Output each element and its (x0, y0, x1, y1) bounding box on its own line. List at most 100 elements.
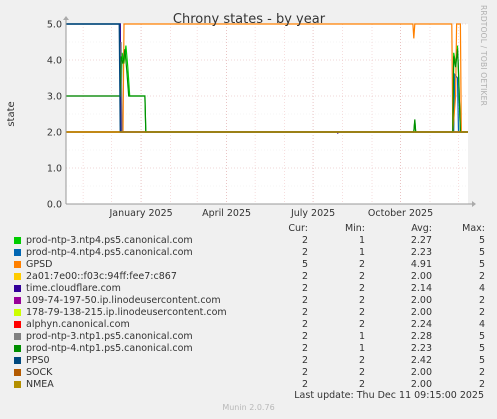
legend-min: 2 (358, 283, 365, 294)
legend-label: SOCK (26, 367, 53, 378)
legend-swatch (14, 357, 21, 364)
legend-cur: 2 (301, 295, 308, 306)
legend-min: 2 (358, 319, 365, 330)
legend-cur: 2 (301, 235, 308, 246)
x-axis-arrow (472, 201, 476, 207)
legend-swatch (14, 285, 21, 292)
x-tick-label: April 2025 (202, 208, 251, 219)
legend-cur: 2 (301, 307, 308, 318)
legend-swatch (14, 237, 21, 244)
legend-avg: 2.00 (410, 271, 432, 282)
legend-min: 2 (358, 379, 365, 390)
legend-min: 2 (358, 367, 365, 378)
legend-avg: 2.23 (410, 343, 432, 354)
legend-cur: 2 (301, 271, 308, 282)
x-tick-label: July 2025 (290, 208, 335, 219)
legend-avg: 2.00 (410, 367, 432, 378)
legend-label: NMEA (26, 379, 54, 390)
legend-avg: 2.00 (410, 307, 432, 318)
y-axis-arrow (63, 16, 69, 20)
legend-row: SOCK 2 2 2.00 2 (14, 367, 485, 379)
legend-swatch (14, 273, 21, 280)
legend-row: PPS0 2 2 2.42 5 (14, 355, 485, 367)
legend-avg: 2.23 (410, 247, 432, 258)
legend-avg: 2.00 (410, 295, 432, 306)
legend-row: GPSD 5 2 4.91 5 (14, 259, 485, 271)
legend-swatch (14, 297, 21, 304)
legend-row: alphyn.canonical.com 2 2 2.24 4 (14, 319, 485, 331)
legend-swatch (14, 321, 21, 328)
legend-avg: 2.24 (410, 319, 432, 330)
legend-cur: 2 (301, 343, 308, 354)
legend-avg: 2.27 (410, 235, 432, 246)
legend-label: prod-ntp-4.ntp1.ps5.canonical.com (26, 343, 193, 354)
legend-avg: 2.28 (410, 331, 432, 342)
legend-min: 1 (358, 235, 365, 246)
legend-row: NMEA 2 2 2.00 2 (14, 379, 485, 391)
legend-max: 5 (478, 331, 485, 342)
legend-min: 1 (358, 343, 365, 354)
legend-label: prod-ntp-3.ntp1.ps5.canonical.com (26, 331, 193, 342)
legend-max: 2 (478, 295, 485, 306)
legend-swatch (14, 309, 21, 316)
legend-max: 4 (478, 283, 485, 294)
legend-label: 109-74-197-50.ip.linodeusercontent.com (26, 295, 221, 306)
legend-row: prod-ntp-3.ntp1.ps5.canonical.com 2 1 2.28 5 (14, 331, 485, 343)
x-tick-label: October 2025 (368, 208, 433, 219)
legend-min: 2 (358, 259, 365, 270)
legend-label: 178-79-138-215.ip.linodeusercontent.com (26, 307, 227, 318)
legend-max: 2 (478, 379, 485, 390)
legend-max: 5 (478, 235, 485, 246)
y-tick-label: 2.0 (47, 128, 62, 139)
legend-max: 4 (478, 319, 485, 330)
legend-avg: 2.42 (410, 355, 432, 366)
legend-label: time.cloudflare.com (26, 283, 121, 294)
legend-header-max: Max: (462, 223, 485, 234)
y-tick-label: 4.0 (47, 56, 62, 67)
legend-cur: 5 (301, 259, 308, 270)
legend-max: 5 (478, 259, 485, 270)
legend-max: 2 (478, 367, 485, 378)
legend-cur: 2 (301, 247, 308, 258)
legend-cur: 2 (301, 331, 308, 342)
legend-row: time.cloudflare.com 2 2 2.14 4 (14, 283, 485, 295)
rrdtool-credit: RRDTOOL / TOBI OETIKER (479, 5, 488, 106)
y-tick-label: 5.0 (47, 20, 62, 31)
legend-max: 5 (478, 355, 485, 366)
legend-max: 2 (478, 307, 485, 318)
legend-swatch (14, 345, 21, 352)
legend-header-cur: Cur: (288, 223, 308, 234)
x-tick-label: January 2025 (108, 208, 172, 219)
legend-avg: 2.14 (410, 283, 432, 294)
legend-avg: 4.91 (410, 259, 432, 270)
legend-label: prod-ntp-4.ntp4.ps5.canonical.com (26, 247, 193, 258)
legend-cur: 2 (301, 379, 308, 390)
munin-version: Munin 2.0.76 (222, 403, 275, 412)
legend-label: 2a01:7e00::f03c:94ff:fee7:c867 (26, 271, 177, 282)
series-lines (66, 23, 468, 135)
legend-swatch (14, 249, 21, 256)
legend-label: GPSD (26, 259, 53, 270)
legend-cur: 2 (301, 283, 308, 294)
legend-label: prod-ntp-3.ntp4.ps5.canonical.com (26, 235, 193, 246)
legend-cur: 2 (301, 319, 308, 330)
legend-swatch (14, 261, 21, 268)
legend-row: prod-ntp-4.ntp4.ps5.canonical.com 2 1 2.23 5 (14, 247, 485, 259)
axes: 0.0 1.0 2.0 3.0 4.0 5.0 January 2025 April 2025… (47, 16, 476, 219)
legend-min: 1 (358, 331, 365, 342)
legend-swatch (14, 333, 21, 340)
legend-row: 2a01:7e00::f03c:94ff:fee7:c867 2 2 2.00 2 (14, 271, 485, 283)
legend-avg: 2.00 (410, 379, 432, 390)
last-update: Last update: Thu Dec 11 09:15:00 2025 (294, 390, 484, 401)
y-tick-label: 1.0 (47, 164, 62, 175)
legend-min: 2 (358, 355, 365, 366)
legend-header-avg: Avg: (411, 223, 432, 234)
legend-max: 5 (478, 343, 485, 354)
chart-title: Chrony states - by year (173, 12, 326, 27)
legend-min: 2 (358, 295, 365, 306)
legend-min: 2 (358, 271, 365, 282)
series-line (66, 23, 468, 133)
legend-row: prod-ntp-4.ntp1.ps5.canonical.com 2 1 2.23 5 (14, 343, 485, 355)
legend-label: alphyn.canonical.com (26, 319, 130, 330)
